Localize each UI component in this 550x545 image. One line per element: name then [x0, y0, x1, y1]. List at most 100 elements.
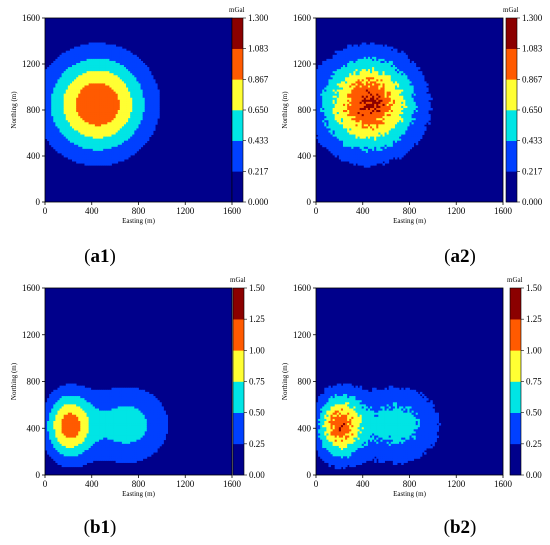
heatmap-cell — [76, 73, 79, 76]
heatmap-cell — [101, 52, 104, 56]
heatmap-cell — [392, 140, 396, 144]
heatmap-cell — [353, 136, 356, 140]
heatmap-cell — [392, 144, 396, 148]
heatmap-cell — [94, 146, 98, 150]
heatmap-cell — [99, 116, 102, 119]
heatmap-cell — [49, 136, 52, 140]
heatmap-cell — [388, 87, 392, 90]
x-tick-label: 0 — [43, 206, 48, 216]
heatmap-cell — [332, 110, 336, 113]
heatmap-cell — [49, 93, 52, 97]
heatmap-cell — [123, 157, 127, 160]
heatmap-cell — [338, 77, 342, 80]
heatmap-cell — [55, 75, 58, 78]
heatmap-cell — [399, 150, 402, 154]
heatmap-cell — [349, 58, 352, 62]
heatmap-cell — [359, 161, 363, 164]
heatmap-cell — [82, 52, 85, 56]
heatmap-cell — [378, 148, 381, 152]
heatmap-cell — [330, 105, 334, 109]
heatmap-cell — [343, 134, 346, 137]
heatmap-cell — [63, 152, 67, 156]
heatmap-cell — [326, 58, 329, 62]
heatmap-cell — [72, 50, 75, 54]
heatmap-cell — [351, 99, 354, 103]
heatmap-cell — [357, 81, 361, 84]
heatmap-cell — [397, 134, 400, 137]
heatmap-cell — [382, 148, 385, 152]
heatmap-cell — [336, 50, 340, 54]
heatmap-cell — [136, 67, 139, 70]
heatmap-cell — [318, 73, 321, 76]
heatmap-cell — [82, 71, 85, 74]
heatmap-cell — [357, 128, 361, 131]
heatmap-cell — [94, 83, 98, 86]
heatmap-cell — [378, 69, 381, 72]
heatmap-cell — [86, 118, 90, 121]
heatmap-cell — [103, 87, 106, 90]
heatmap-cell — [99, 163, 102, 166]
heatmap-cell — [351, 140, 354, 144]
heatmap-cell — [334, 148, 338, 152]
heatmap-cell — [126, 116, 129, 119]
heatmap-cell — [69, 140, 73, 144]
heatmap-cell — [340, 140, 344, 144]
heatmap-cell — [94, 114, 98, 117]
heatmap-cell — [155, 89, 158, 92]
heatmap-cell — [57, 97, 60, 101]
heatmap-cell — [51, 116, 54, 119]
heatmap-cell — [140, 99, 144, 103]
heatmap-cell — [336, 116, 340, 119]
heatmap-cell — [88, 65, 92, 68]
heatmap-cell — [65, 142, 69, 146]
heatmap-cell — [76, 52, 79, 56]
heatmap-cell — [128, 95, 131, 99]
heatmap-cell — [367, 148, 371, 152]
heatmap-cell — [330, 79, 334, 82]
heatmap-cell — [146, 71, 150, 74]
heatmap-cell — [105, 91, 108, 95]
heatmap-cell — [74, 50, 77, 54]
heatmap-cell — [121, 126, 125, 129]
heatmap-cell — [380, 122, 383, 125]
heatmap-cell — [378, 48, 381, 52]
heatmap-cell — [372, 107, 375, 111]
heatmap-cell — [82, 85, 85, 88]
heatmap-cell — [107, 120, 110, 123]
heatmap-cell — [372, 159, 375, 162]
heatmap-cell — [367, 73, 371, 76]
heatmap-cell — [386, 161, 390, 164]
heatmap-cell — [347, 105, 350, 109]
heatmap-cell — [347, 54, 350, 58]
heatmap-cell — [69, 154, 73, 158]
heatmap-cell — [357, 150, 361, 154]
heatmap-cell — [374, 107, 377, 111]
heatmap-cell — [357, 157, 361, 160]
heatmap-cell — [90, 89, 94, 92]
heatmap-cell — [380, 118, 383, 121]
heatmap-cell — [338, 114, 342, 117]
heatmap-cell — [353, 101, 356, 105]
heatmap-cell — [136, 124, 139, 127]
heatmap-cell — [101, 87, 104, 90]
heatmap-cell — [401, 103, 404, 107]
heatmap-cell — [370, 124, 373, 127]
heatmap-cell — [63, 77, 67, 80]
heatmap-cell — [351, 46, 354, 50]
heatmap-cell — [74, 144, 77, 148]
heatmap-cell — [338, 71, 342, 74]
heatmap-cell — [361, 83, 365, 86]
heatmap-cell — [49, 107, 52, 111]
heatmap-cell — [103, 54, 106, 58]
heatmap-cell — [334, 87, 338, 90]
heatmap-cell — [103, 103, 106, 107]
heatmap-cell — [45, 87, 48, 90]
heatmap-cell — [338, 91, 342, 95]
heatmap-cell — [394, 73, 398, 76]
heatmap-cell — [92, 107, 96, 111]
heatmap-cell — [328, 126, 331, 129]
heatmap-cell — [372, 161, 375, 164]
heatmap-cell — [380, 48, 383, 52]
heatmap-cell — [65, 124, 69, 127]
heatmap-cell — [45, 91, 48, 95]
